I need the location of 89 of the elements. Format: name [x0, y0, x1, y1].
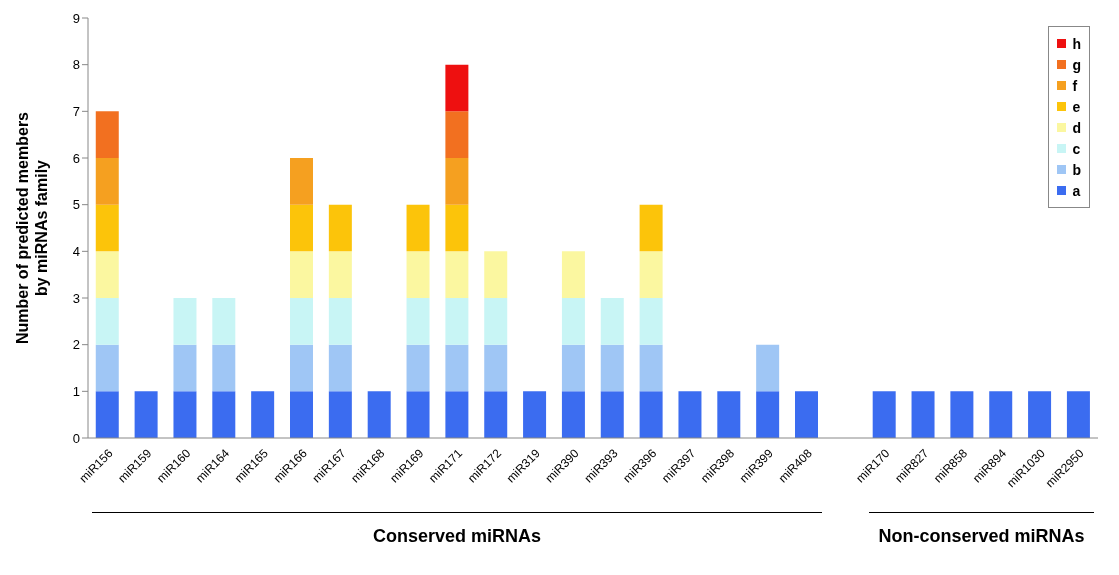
bar [445, 64, 469, 112]
bar [561, 391, 585, 438]
bar [561, 298, 585, 345]
bar [328, 298, 352, 345]
bar [1028, 391, 1052, 438]
bar [212, 391, 236, 438]
bar [95, 111, 119, 158]
bar [911, 391, 935, 438]
bar [445, 298, 469, 345]
y-tick-label: 1 [72, 383, 80, 399]
legend-label: f [1072, 77, 1078, 94]
bar [678, 391, 702, 438]
y-tick-label: 4 [72, 243, 80, 259]
bar [328, 204, 352, 252]
bar [989, 391, 1013, 438]
y-tick-label: 0 [72, 430, 80, 446]
bar [795, 391, 818, 438]
bar [134, 391, 158, 438]
legend-label: h [1072, 35, 1081, 52]
bar [95, 204, 119, 252]
legend-label: c [1072, 140, 1081, 157]
bar [600, 391, 624, 438]
y-tick-label: 6 [72, 150, 80, 166]
bar [561, 251, 585, 298]
y-tick-label: 5 [72, 197, 80, 213]
legend-label: b [1072, 161, 1081, 178]
bar [639, 204, 663, 252]
bar [484, 251, 508, 298]
bar [484, 298, 508, 345]
bar [173, 391, 197, 438]
legend-label: a [1072, 182, 1081, 199]
bar [212, 344, 236, 392]
bar [328, 251, 352, 298]
bar [600, 344, 624, 392]
text: Conserved miRNAs [372, 526, 543, 547]
y-tick-label: 8 [72, 57, 80, 73]
bar [950, 391, 974, 438]
bar [212, 298, 236, 345]
bar [484, 344, 508, 392]
bar [639, 298, 663, 345]
bar [1066, 391, 1090, 438]
bar [328, 391, 352, 438]
legend-label: g [1072, 56, 1081, 73]
bar [173, 344, 197, 392]
bar [406, 344, 430, 392]
legend-label: d [1072, 119, 1081, 136]
bar [523, 391, 547, 438]
bar [639, 391, 663, 438]
bar [290, 391, 313, 438]
bar [251, 391, 275, 438]
bar [406, 391, 430, 438]
bar [95, 158, 119, 205]
bar [872, 391, 896, 438]
legend-label: e [1072, 98, 1081, 115]
bar [445, 204, 469, 252]
y-tick-label: 9 [72, 10, 80, 26]
bar [445, 111, 469, 158]
bar [95, 344, 119, 392]
bar [445, 391, 469, 438]
bar [406, 204, 430, 252]
bar [756, 344, 780, 392]
bar [290, 251, 313, 298]
bar [290, 158, 313, 205]
bar [290, 204, 313, 252]
bar [445, 251, 469, 298]
bar [484, 391, 508, 438]
text: Non-conserved miRNAs [877, 526, 1086, 547]
bar [639, 251, 663, 298]
bar [367, 391, 391, 438]
y-tick-label: 3 [72, 290, 80, 306]
bar [290, 298, 313, 345]
bar [95, 251, 119, 298]
bar [328, 344, 352, 392]
bar [290, 344, 313, 392]
bar [717, 391, 741, 438]
bar [445, 158, 469, 205]
bar [445, 344, 469, 392]
bar [600, 298, 624, 345]
bar [639, 344, 663, 392]
y-tick-label: 7 [72, 103, 80, 119]
bar [406, 298, 430, 345]
bar [756, 391, 780, 438]
y-axis-title: Number of predicted members by miRNAs family [14, 111, 50, 345]
bar [561, 344, 585, 392]
bar [173, 298, 197, 345]
bar [406, 251, 430, 298]
bar [95, 391, 119, 438]
y-tick-label: 2 [72, 337, 80, 353]
bar [95, 298, 119, 345]
